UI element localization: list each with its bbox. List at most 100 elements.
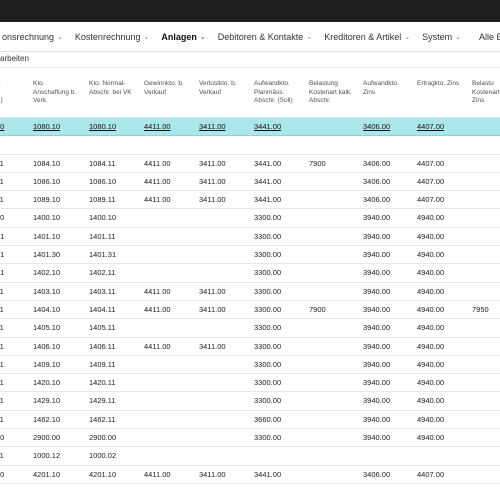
table-cell[interactable]: 1462.10 — [33, 414, 61, 424]
table-cell[interactable]: 4407.00 — [417, 158, 445, 168]
table-cell[interactable]: 1420.10 — [33, 378, 61, 388]
table-cell[interactable]: 4411.00 — [144, 158, 171, 168]
table-cell[interactable]: 4940.00 — [417, 414, 445, 424]
table-cell[interactable]: 30 — [0, 469, 5, 479]
table-cell[interactable]: 1420.11 — [89, 378, 116, 388]
table-cell[interactable]: 3411.00 — [199, 341, 226, 351]
edit-action[interactable]: arbeiten — [0, 54, 29, 63]
table-row[interactable]: 11 1409.10 1409.11 3300.00 3940.00 4940.00 — [0, 356, 500, 375]
table-cell[interactable]: 4407.00 — [417, 122, 445, 131]
table-cell[interactable]: 3411.00 — [199, 469, 226, 479]
nav-item-kostenrechnung[interactable]: Kostenrechnung ⌄ — [69, 22, 155, 52]
nav-item-anlagen[interactable]: Anlagen ⌄ — [155, 22, 211, 52]
table-cell[interactable]: 3300.00 — [254, 359, 282, 369]
table-cell[interactable]: 3411.00 — [199, 286, 226, 296]
table-cell[interactable]: 3411.00 — [199, 176, 226, 186]
table-cell[interactable]: 3411.00 — [199, 304, 226, 314]
table-cell[interactable]: 4940.00 — [417, 268, 445, 278]
column-header[interactable]: Aufwandkto. Zins — [363, 80, 399, 96]
table-cell[interactable]: 11 — [0, 304, 4, 314]
table-cell[interactable]: 1400.10 — [89, 213, 117, 223]
table-cell[interactable]: 1429.11 — [89, 396, 116, 406]
table-row[interactable]: 11 1420.10 1420.11 3300.00 3940.00 4940.00 — [0, 374, 500, 393]
table-cell[interactable]: 4407.00 — [417, 469, 445, 479]
table-row[interactable]: 10 1080.10 1080.10 4411.00 3411.00 3441.00 340… — [0, 118, 500, 137]
table-cell[interactable]: 1404.10 — [33, 304, 61, 314]
table-cell[interactable]: 3940.00 — [363, 250, 391, 260]
table-cell[interactable]: 4411.00 — [144, 469, 171, 479]
table-cell[interactable]: 4940.00 — [417, 323, 445, 333]
table-cell[interactable]: 1403.11 — [89, 286, 116, 296]
table-row[interactable]: 11 1086.10 1086.10 4411.00 3411.00 3441.00 340… — [0, 173, 500, 192]
column-header[interactable]: Belastung Kostenart kalk. Abschr. — [309, 80, 352, 104]
table-cell[interactable]: 3940.00 — [363, 213, 391, 223]
table-row[interactable]: 11 1089.10 1089.11 4411.00 3411.00 3441.00 340… — [0, 191, 500, 210]
table-row[interactable]: 30 4201.10 4201.10 4411.00 3411.00 3441.00 340… — [0, 466, 500, 484]
table-cell[interactable]: 1401.11 — [89, 231, 116, 241]
table-row[interactable]: 00 2900.00 2900.00 3300.00 3940.00 4940.00 — [0, 429, 500, 448]
table-cell[interactable]: 10 — [0, 122, 5, 131]
table-cell[interactable]: 11 — [0, 176, 4, 186]
table-cell[interactable]: 4940.00 — [417, 231, 445, 241]
table-cell[interactable]: 3940.00 — [363, 359, 391, 369]
table-cell[interactable]: 1000.02 — [89, 451, 117, 461]
table-cell[interactable]: 1089.11 — [89, 195, 116, 205]
table-cell[interactable]: 3940.00 — [363, 414, 391, 424]
table-cell[interactable]: 2900.00 — [33, 433, 61, 443]
table-cell[interactable]: 3406.00 — [363, 176, 391, 186]
table-cell[interactable]: 4940.00 — [417, 378, 445, 388]
table-cell[interactable]: 11 — [0, 286, 4, 296]
column-header[interactable]: Verlustkto. b. Verkauf — [199, 80, 237, 96]
table-cell[interactable]: 3940.00 — [363, 268, 391, 278]
table-cell[interactable]: 3441.00 — [254, 176, 282, 186]
table-row[interactable]: 31 1401.30 1401.31 3300.00 3940.00 4940.00 — [0, 246, 500, 265]
table-cell[interactable]: 3940.00 — [363, 433, 391, 443]
table-row[interactable]: 11 1405.10 1405.11 3300.00 3940.00 4940.00 — [0, 319, 500, 338]
table-cell[interactable]: 1401.10 — [33, 231, 61, 241]
table-cell[interactable]: 4411.00 — [144, 122, 171, 131]
table-cell[interactable]: 1084.11 — [89, 158, 116, 168]
table-cell[interactable]: 3940.00 — [363, 341, 391, 351]
table-cell[interactable]: 1086.10 — [33, 176, 61, 186]
table-cell[interactable]: 4411.00 — [144, 341, 171, 351]
table-cell[interactable]: 1409.11 — [89, 359, 116, 369]
table-cell[interactable]: 1405.11 — [89, 323, 116, 333]
table-cell[interactable]: 11 — [0, 396, 4, 406]
table-cell[interactable]: 2900.00 — [89, 433, 117, 443]
table-cell[interactable]: 3300.00 — [254, 304, 282, 314]
table-cell[interactable]: 1429.10 — [33, 396, 61, 406]
table-cell[interactable]: 1089.10 — [33, 195, 61, 205]
table-cell[interactable]: 3441.00 — [254, 158, 282, 168]
table-cell[interactable]: 3300.00 — [254, 231, 282, 241]
table-cell[interactable]: 31 — [0, 268, 5, 278]
table-cell[interactable]: 3300.00 — [254, 378, 282, 388]
table-cell[interactable]: 3940.00 — [363, 286, 391, 296]
table-cell[interactable]: 3940.00 — [363, 378, 391, 388]
table-cell[interactable]: 1086.10 — [89, 176, 117, 186]
table-cell[interactable]: 7900 — [309, 304, 326, 314]
table-row[interactable]: 11 1429.10 1429.11 3300.00 3940.00 4940.00 — [0, 392, 500, 411]
nav-item-debitoren-kontakte[interactable]: Debitoren & Kontakte ⌄ — [212, 22, 318, 52]
table-cell[interactable]: 4940.00 — [417, 396, 445, 406]
table-cell[interactable]: 3300.00 — [254, 341, 282, 351]
table-cell[interactable]: 3300.00 — [254, 213, 282, 223]
table-cell[interactable]: 31 — [0, 250, 5, 260]
table-cell[interactable]: 3940.00 — [363, 323, 391, 333]
table-row[interactable]: 31 1401.10 1401.11 3300.00 3940.00 4940.00 — [0, 228, 500, 247]
table-cell[interactable]: 3300.00 — [254, 268, 282, 278]
table-cell[interactable]: 1401.31 — [89, 250, 117, 260]
table-cell[interactable]: 3406.00 — [363, 158, 391, 168]
nav-item-kreditoren-artikel[interactable]: Kreditoren & Artikel ⌄ — [318, 22, 416, 52]
table-cell[interactable]: 4940.00 — [417, 341, 445, 351]
table-cell[interactable]: 4411.00 — [144, 286, 171, 296]
table-cell[interactable]: 1403.10 — [33, 286, 61, 296]
table-cell[interactable]: 11 — [0, 451, 4, 461]
table-cell[interactable]: 1402.10 — [33, 268, 61, 278]
nav-item-alle-berichte[interactable]: Alle B — [473, 22, 500, 52]
table-cell[interactable]: 1404.11 — [89, 304, 116, 314]
table-cell[interactable]: 1401.30 — [33, 250, 61, 260]
table-cell[interactable]: 3940.00 — [363, 304, 391, 314]
table-cell[interactable]: 3300.00 — [254, 433, 282, 443]
column-header[interactable]: Kto. Normal- Abschr. bei VK — [89, 80, 132, 96]
table-cell[interactable]: 11 — [0, 414, 4, 424]
